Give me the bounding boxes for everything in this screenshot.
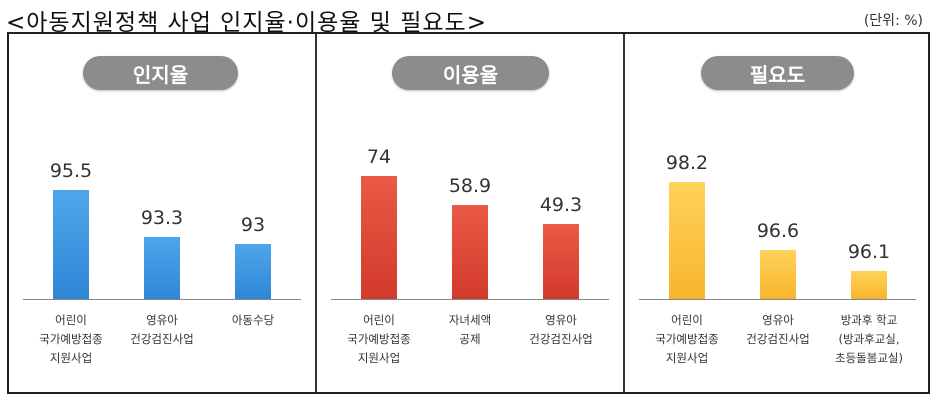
- bar-value-label: 98.2: [665, 151, 709, 174]
- panel-title-pill: 이용율: [392, 56, 549, 90]
- panel-title-pill: 인지율: [83, 56, 238, 90]
- panel-divider: [623, 34, 625, 392]
- bar: [760, 249, 796, 299]
- category-label: 자녀세액 공제: [448, 313, 492, 346]
- bar-baseline: [639, 299, 916, 300]
- bar-value-label: 96.1: [847, 241, 891, 264]
- bar: [452, 205, 488, 299]
- category-label: 어린이 국가예방접종 지원사업: [347, 313, 411, 365]
- bar-value-label: 93: [240, 213, 266, 236]
- bar-baseline: [23, 299, 301, 300]
- category-label: 영유아 건강검진사업: [746, 313, 810, 346]
- bar: [543, 224, 579, 299]
- chart-frame: 인지율 95.5 어린이 국가예방접종 지원사업 93.3 영유아 건강검진사업 93 아…: [7, 32, 930, 394]
- bar: [235, 243, 271, 299]
- bar-value-label: 95.5: [49, 160, 93, 183]
- category-label: 어린이 국가예방접종 지원사업: [655, 313, 719, 365]
- panel-need: 필요도 98.2 어린이 국가예방접종 지원사업 96.6 영유아 건강검진사업 96.…: [625, 34, 930, 392]
- panel-awareness: 인지율 95.5 어린이 국가예방접종 지원사업 93.3 영유아 건강검진사업 93 아…: [9, 34, 315, 392]
- category-label: 방과후 학교 (방과후교실, 초등돌봄교실): [835, 313, 903, 365]
- panel-title-pill: 필요도: [701, 56, 854, 90]
- category-label: 영유아 건강검진사업: [130, 313, 194, 346]
- category-label: 아동수당: [231, 313, 275, 327]
- unit-label: (단위: %): [863, 13, 923, 29]
- bar-value-label: 74: [366, 145, 392, 168]
- bar-value-label: 58.9: [448, 175, 492, 198]
- bar: [53, 190, 89, 299]
- bar: [144, 237, 180, 299]
- bar: [361, 175, 397, 299]
- bar: [669, 181, 705, 299]
- bar-value-label: 96.6: [756, 219, 800, 242]
- panel-usage: 이용율 74 어린이 국가예방접종 지원사업 58.9 자녀세액 공제 49.3 영유아 …: [317, 34, 623, 392]
- category-label: 어린이 국가예방접종 지원사업: [39, 313, 103, 365]
- bar-value-label: 93.3: [140, 207, 184, 230]
- panel-divider: [315, 34, 317, 392]
- bar-value-label: 49.3: [539, 194, 583, 217]
- bar-baseline: [331, 299, 609, 300]
- category-label: 영유아 건강검진사업: [529, 313, 593, 346]
- page-title: <아동지원정책 사업 인지율·이용율 및 필요도>: [6, 10, 487, 36]
- bar: [851, 271, 887, 299]
